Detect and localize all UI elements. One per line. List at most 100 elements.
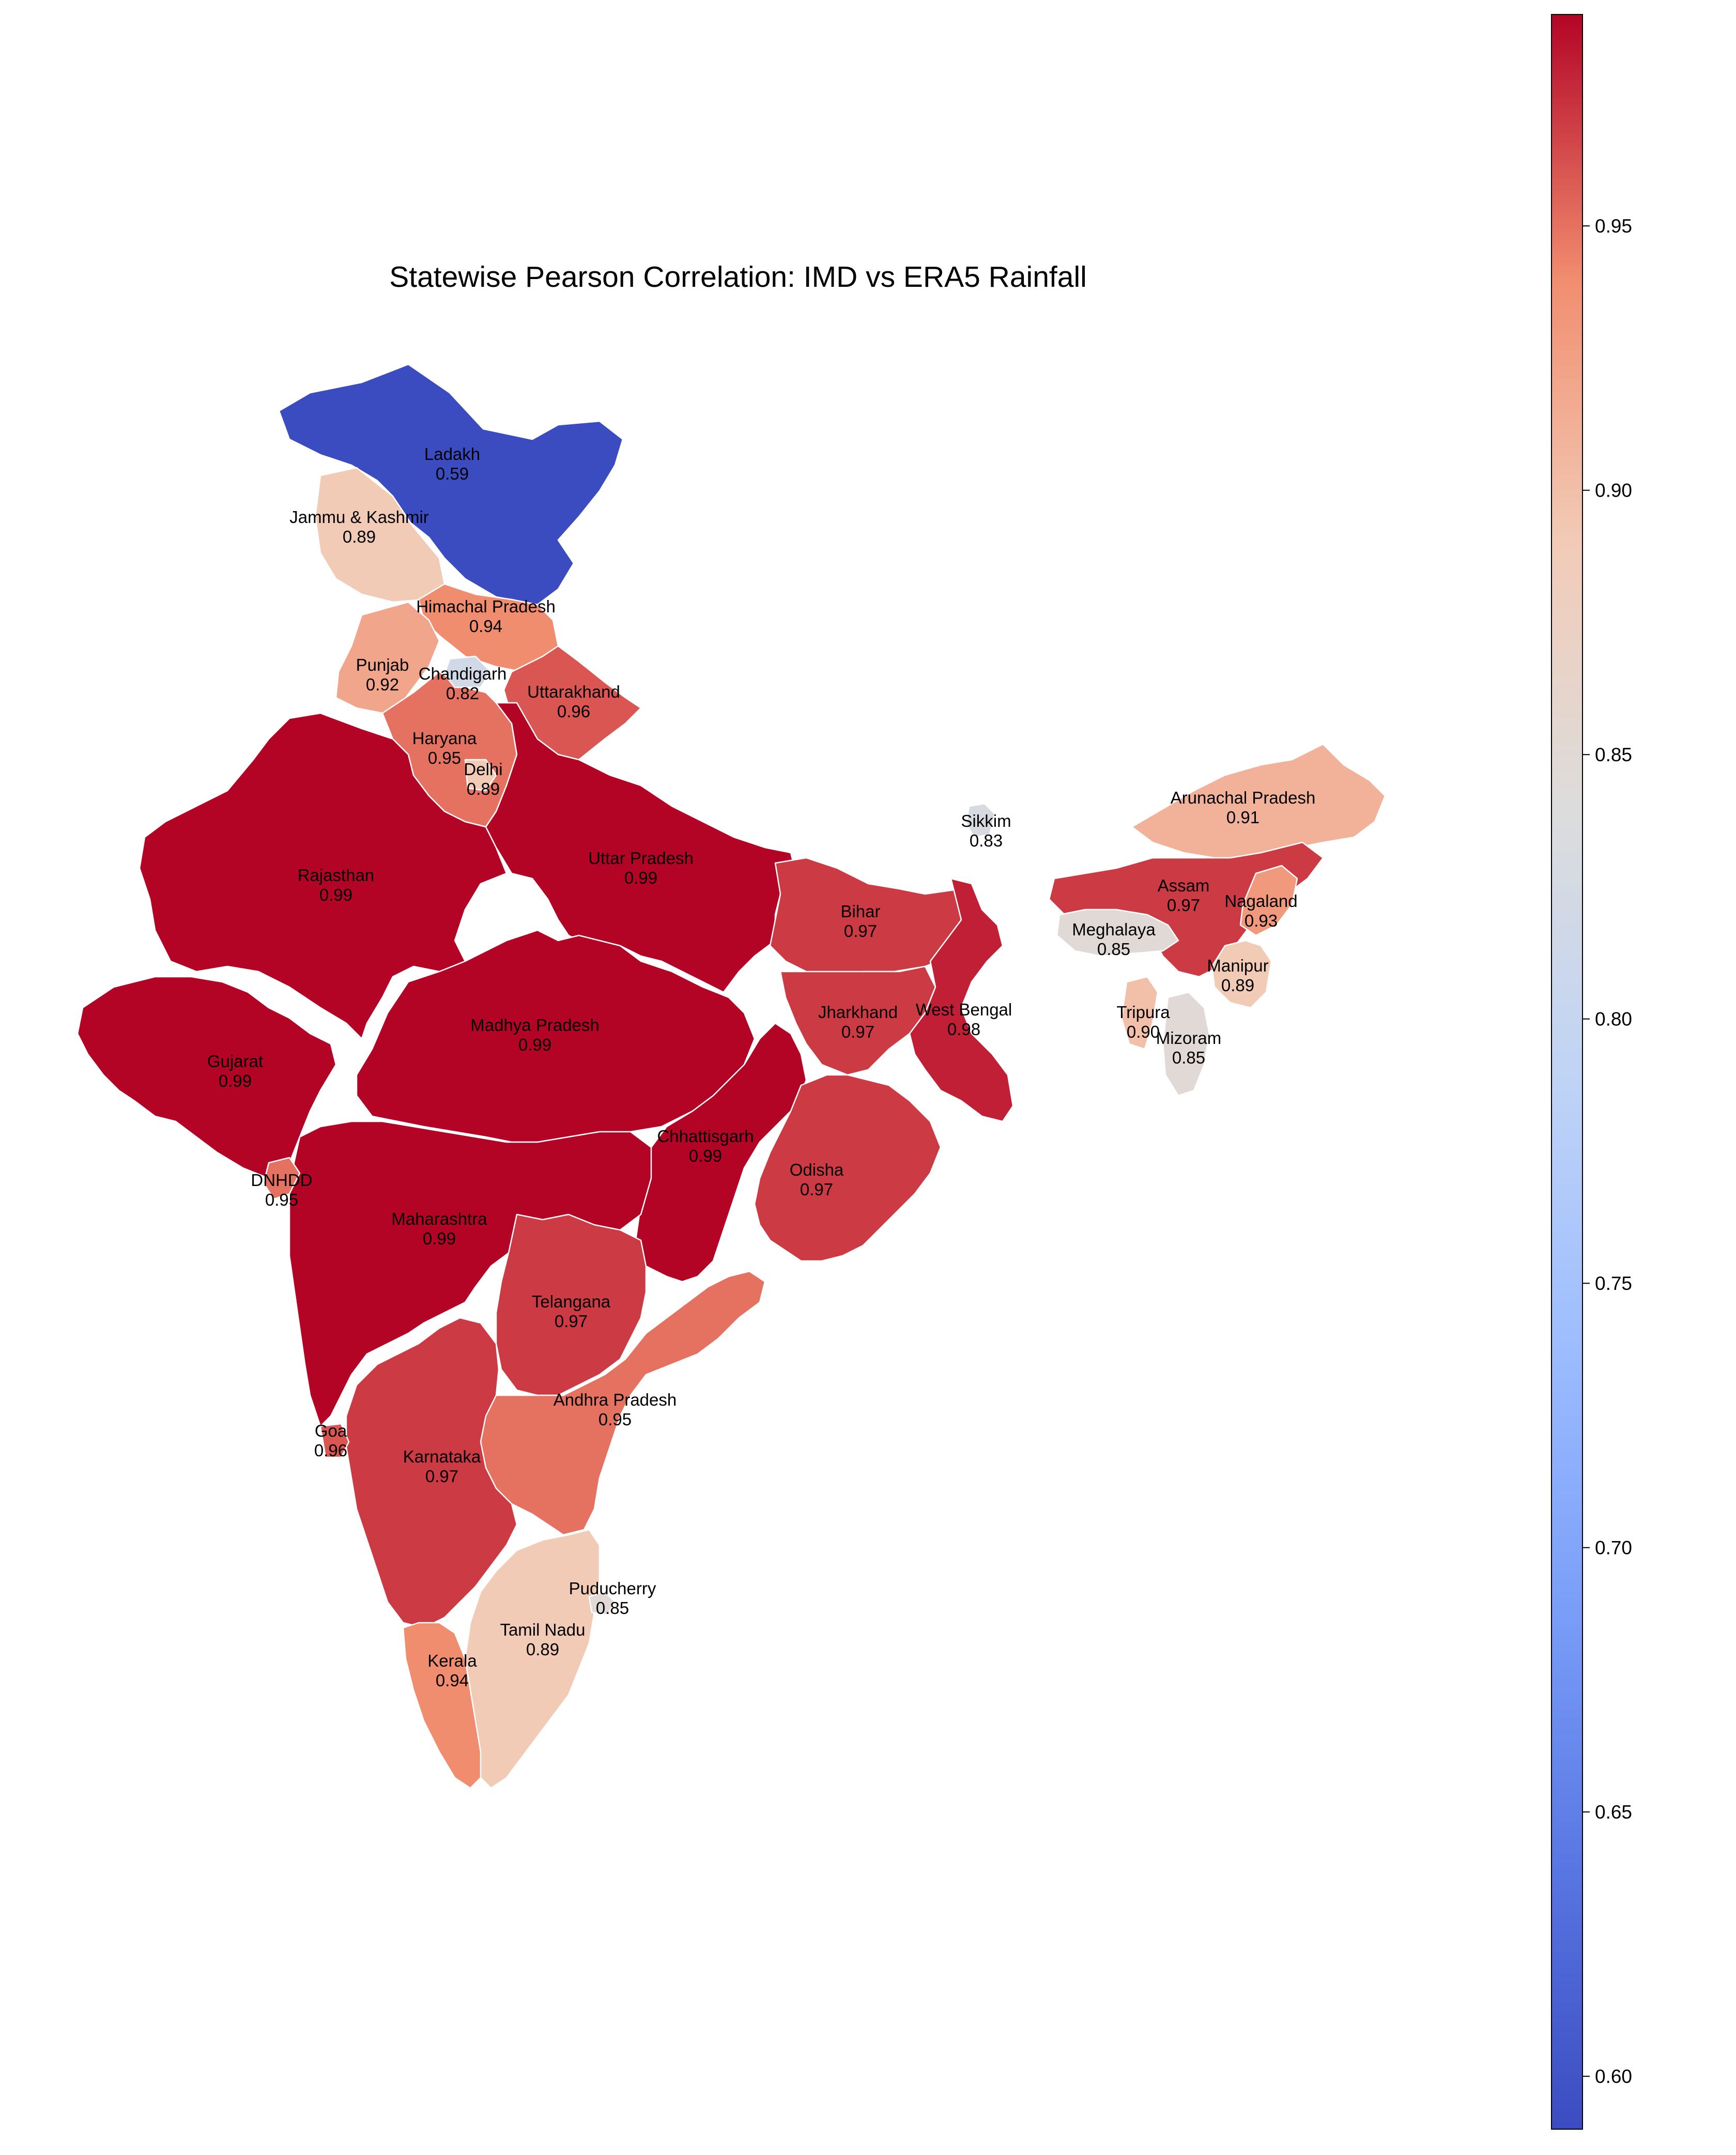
state-label-haryana: Haryana [412,729,477,748]
state-value-karnataka: 0.97 [425,1467,458,1486]
state-madhya-pradesh [356,929,756,1143]
state-chandigarh [443,655,492,688]
state-label-karnataka: Karnataka [403,1447,481,1466]
state-label-uttarakhand: Uttarakhand [527,682,620,701]
state-label-telangana: Telangana [532,1292,611,1311]
state-value-ladakh: 0.59 [436,464,469,483]
state-label-puducherry: Puducherry [569,1579,656,1598]
state-value-madhya-pradesh: 0.99 [518,1035,551,1054]
state-label-andhra-pradesh: Andhra Pradesh [554,1390,677,1409]
state-label-punjab: Punjab [356,655,409,674]
state-label-bihar: Bihar [840,902,880,921]
state-regions [76,363,1386,1789]
state-label-kerala: Kerala [427,1651,477,1670]
state-value-dnhdd: 0.95 [265,1190,298,1209]
state-value-chhattisgarh: 0.99 [689,1146,722,1165]
state-kerala [402,1622,482,1789]
colorbar-tick-label: 0.80 [1595,1009,1632,1030]
state-label-uttar-pradesh: Uttar Pradesh [588,849,694,868]
state-label-madhya-pradesh: Madhya Pradesh [470,1015,599,1035]
state-odisha [754,1074,942,1262]
state-label-himachal-pradesh: Himachal Pradesh [416,597,556,616]
state-label-dnhdd: DNHDD [251,1171,312,1190]
colorbar-tick-label: 0.95 [1595,216,1632,237]
state-value-uttar-pradesh: 0.99 [624,868,657,887]
state-label-chhattisgarh: Chhattisgarh [657,1127,754,1146]
state-ladakh [278,363,624,606]
state-value-maharashtra: 0.99 [423,1229,456,1248]
state-value-goa: 0.96 [314,1441,347,1460]
state-label-meghalaya: Meghalaya [1072,920,1156,939]
state-label-assam: Assam [1158,876,1210,895]
state-value-jharkhand: 0.97 [841,1022,874,1041]
colorbar-tick-label: 0.70 [1595,1537,1632,1559]
state-value-assam: 0.97 [1167,896,1200,915]
state-label-jammu-and-kashmir: Jammu & Kashmir [289,507,429,527]
state-value-kerala: 0.94 [436,1671,469,1690]
colorbar-tick-label: 0.60 [1595,2066,1632,2087]
state-value-mizoram: 0.85 [1172,1048,1205,1067]
colorbar: 0.60 0.65 0.70 0.75 0.80 0.85 0.90 0.95 [1551,14,1632,2130]
state-goa [319,1423,350,1458]
state-karnataka [345,1317,518,1629]
state-label-ladakh: Ladakh [424,444,480,464]
state-meghalaya [1056,909,1179,957]
state-nagaland [1239,865,1298,936]
state-label-arunachal-pradesh: Arunachal Pradesh [1171,788,1316,807]
state-label-manipur: Manipur [1207,956,1268,975]
state-value-nagaland: 0.93 [1245,911,1278,930]
state-value-andhra-pradesh: 0.95 [598,1410,632,1429]
colorbar-tick-label: 0.65 [1595,1802,1632,1823]
state-value-bihar: 0.97 [844,921,877,941]
state-value-arunachal-pradesh: 0.91 [1226,808,1259,827]
state-sikkim [965,803,996,838]
state-value-telangana: 0.97 [555,1312,588,1331]
state-label-jharkhand: Jharkhand [818,1003,898,1022]
state-mizoram [1162,991,1210,1097]
state-value-tamil-nadu: 0.89 [526,1640,559,1659]
state-label-tripura: Tripura [1116,1003,1170,1022]
state-maharashtra [288,1120,652,1427]
state-dnhdd [263,1157,301,1200]
chart-title: Statewise Pearson Correlation: IMD vs ER… [389,260,1087,294]
state-value-meghalaya: 0.85 [1097,940,1130,959]
state-label-chandigarh: Chandigarh [419,664,507,683]
state-label-west-bengal: West Bengal [916,1000,1012,1019]
state-west-bengal [909,878,1014,1122]
state-label-odisha: Odisha [790,1160,844,1179]
state-value-sikkim: 0.83 [970,831,1003,850]
colorbar-tick-label: 0.75 [1595,1273,1632,1294]
state-telangana [495,1213,647,1396]
state-label-rajasthan: Rajasthan [298,866,375,885]
state-label-gujarat: Gujarat [207,1052,263,1071]
state-value-uttarakhand: 0.96 [557,702,590,721]
state-puducherry [588,1591,616,1616]
state-label-nagaland: Nagaland [1224,891,1297,911]
state-label-goa: Goa [315,1421,347,1440]
colorbar-tick-label: 0.90 [1595,480,1632,501]
state-label-delhi: Delhi [464,760,502,779]
state-value-rajasthan: 0.99 [319,885,352,904]
state-value-gujarat: 0.99 [219,1071,252,1090]
state-delhi [464,759,497,792]
state-manipur [1211,940,1272,1009]
state-value-delhi: 0.89 [467,779,500,798]
state-tripura [1120,976,1159,1050]
state-value-puducherry: 0.85 [596,1598,629,1618]
state-value-haryana: 0.95 [428,748,461,767]
state-rajasthan [139,712,508,1040]
state-label-sikkim: Sikkim [961,811,1011,830]
state-label-tamil-nadu: Tamil Nadu [500,1620,585,1639]
state-value-himachal-pradesh: 0.94 [469,617,502,636]
state-uttar-pradesh [485,702,797,993]
colorbar-tick-label: 0.85 [1595,744,1632,765]
state-label-mizoram: Mizoram [1156,1028,1222,1048]
state-value-odisha: 0.97 [800,1180,833,1199]
state-andhra-pradesh [477,1270,766,1536]
colorbar-ticks: 0.60 0.65 0.70 0.75 0.80 0.85 0.90 0.95 [1583,216,1632,2087]
state-value-jammu-and-kashmir: 0.89 [343,527,376,546]
state-value-chandigarh: 0.82 [446,684,479,703]
state-label-maharashtra: Maharashtra [391,1209,487,1228]
